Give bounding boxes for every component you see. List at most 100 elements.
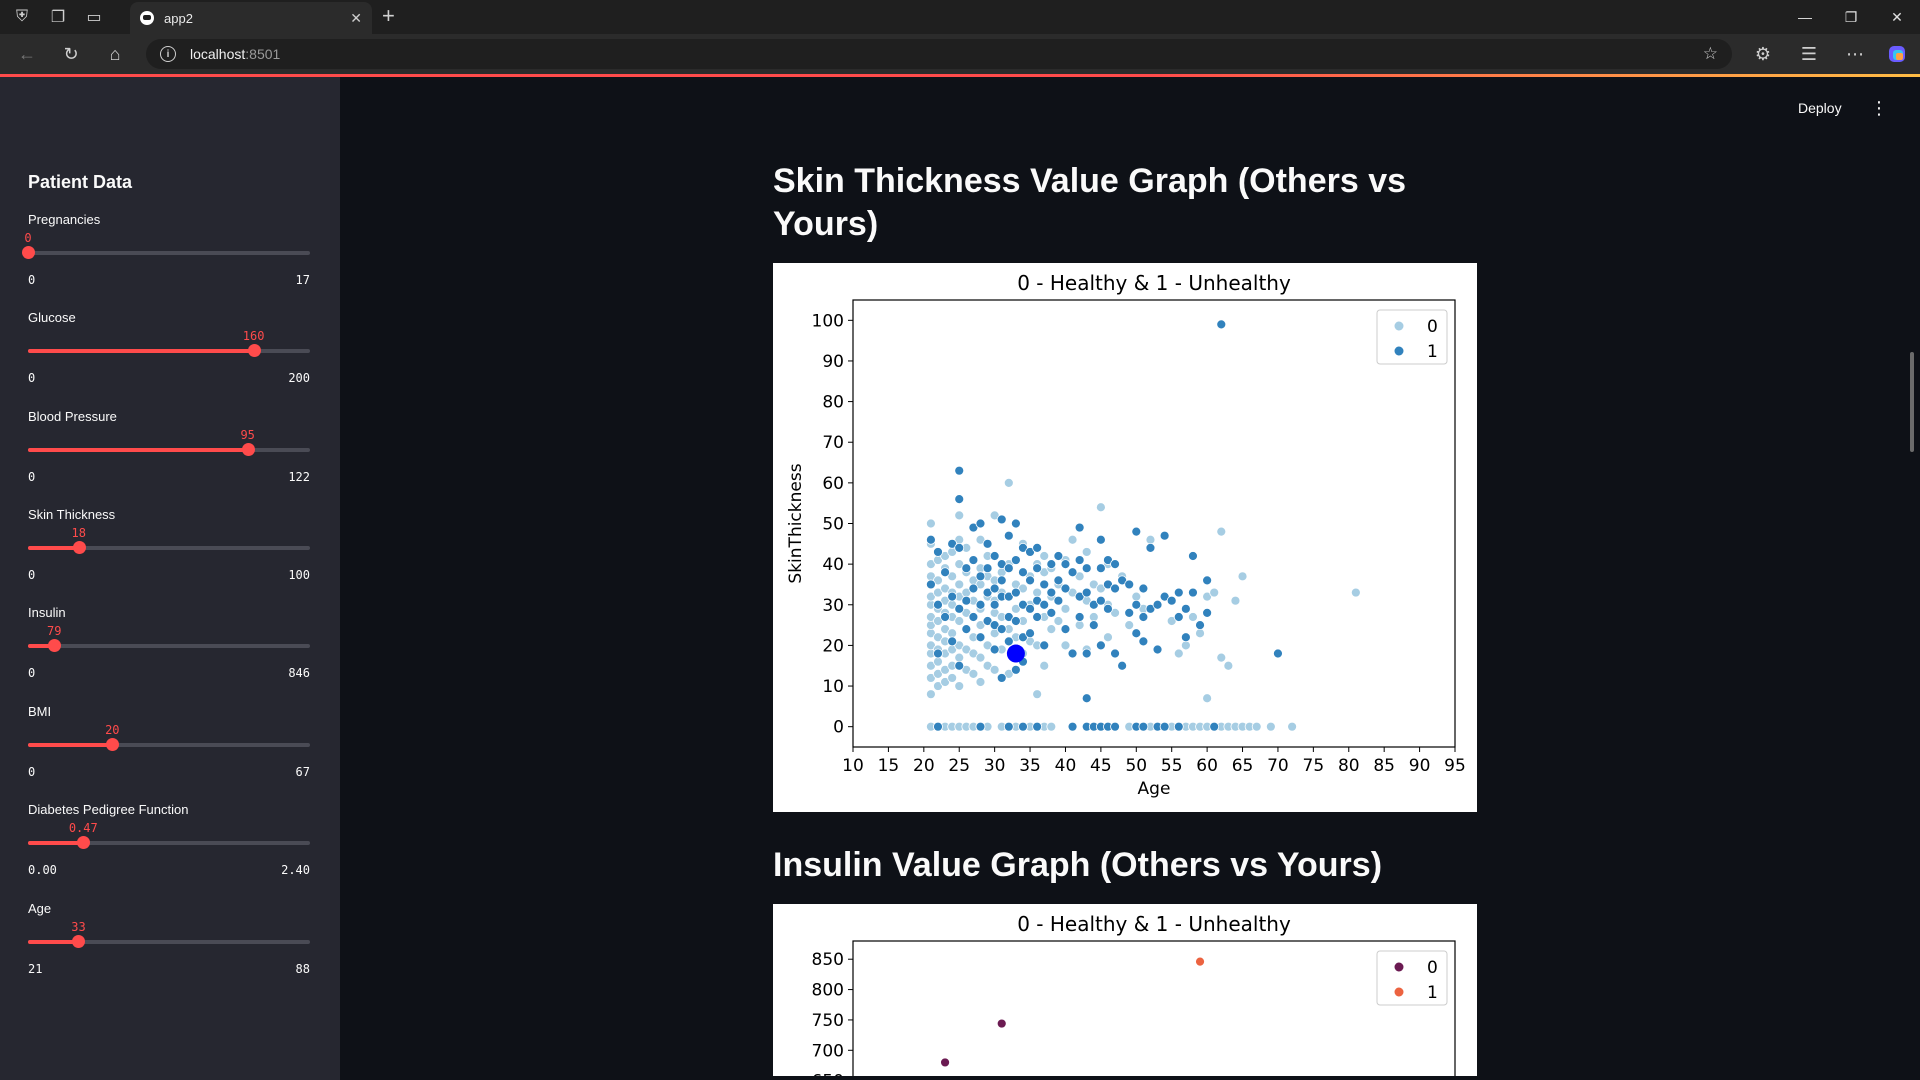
data-point-series-0 — [926, 518, 936, 529]
data-point-series-1 — [947, 591, 958, 602]
data-point-series-1 — [989, 551, 1000, 561]
data-point-series-0 — [1216, 652, 1227, 663]
slider-insulin[interactable]: Insulin 79 0 846 — [28, 605, 310, 685]
data-point-series-0 — [954, 616, 965, 626]
slider-diabetes-pedigree-function[interactable]: Diabetes Pedigree Function 0.47 0.00 2.40 — [28, 802, 310, 882]
data-point-series-1 — [1110, 648, 1120, 659]
data-point-series-1 — [954, 542, 965, 553]
slider-thumb[interactable] — [106, 738, 120, 751]
y-axis-label: SkinThickness — [786, 463, 806, 583]
slider-thumb[interactable] — [72, 541, 86, 554]
slider-track[interactable] — [28, 546, 310, 550]
legend-marker-0 — [1394, 321, 1404, 331]
legend: 01 — [1376, 309, 1448, 365]
reload-icon[interactable]: ↻ — [63, 43, 79, 64]
slider-thumb[interactable] — [247, 344, 261, 357]
browser-profile-icon[interactable]: ⛨ — [15, 8, 28, 25]
deploy-button[interactable]: Deploy — [1798, 100, 1842, 116]
slider-track[interactable] — [28, 841, 310, 845]
slider-track[interactable] — [28, 448, 310, 452]
site-info-icon[interactable]: i — [160, 46, 176, 62]
data-point-series-0 — [1081, 547, 1092, 557]
slider-thumb[interactable] — [77, 836, 91, 849]
slider-pregnancies[interactable]: Pregnancies 0 0 17 — [22, 212, 310, 292]
data-point-series-1 — [1053, 551, 1064, 561]
slider-track[interactable] — [28, 940, 310, 944]
slider-max: 67 — [295, 765, 310, 779]
slider-bmi[interactable]: BMI 20 0 67 — [28, 704, 310, 784]
data-point-series-0 — [933, 656, 943, 667]
data-point-series-1 — [1110, 559, 1120, 570]
data-point-series-1 — [1180, 632, 1191, 643]
slider-min: 0 — [28, 568, 36, 582]
data-point-series-1 — [1053, 595, 1064, 606]
data-point-series-1 — [1195, 956, 1205, 967]
browser-navbar: ← ↻ ⌂ i localhost :8501 ☆ ⚙ ☰ ⋯ — [0, 34, 1920, 74]
x-tick-label: 10 — [842, 756, 864, 776]
slider-skin-thickness[interactable]: Skin Thickness 18 0 100 — [28, 507, 310, 587]
x-tick-label: 70 — [1267, 756, 1289, 776]
slider-blood-pressure[interactable]: Blood Pressure 95 0 122 — [28, 409, 310, 489]
x-axis-label: Age — [1138, 779, 1171, 799]
back-icon[interactable]: ← — [18, 43, 36, 64]
data-point-series-1 — [1025, 603, 1035, 614]
legend-box — [1376, 309, 1448, 365]
slider-label: Skin Thickness — [28, 507, 116, 522]
more-menu-icon[interactable]: ⋯ — [1846, 43, 1864, 64]
main-menu-icon[interactable]: ⋮ — [1870, 98, 1888, 118]
close-window-icon[interactable]: ✕ — [1891, 8, 1903, 25]
x-tick-label: 45 — [1090, 756, 1112, 776]
data-point-series-1 — [1081, 587, 1092, 598]
data-point-series-1 — [1081, 648, 1092, 659]
data-point-series-1 — [968, 612, 979, 622]
restore-icon[interactable]: ❐ — [1844, 8, 1858, 25]
data-point-series-0 — [1032, 587, 1043, 598]
data-point-series-0 — [1237, 571, 1248, 582]
browser-titlebar: ⛨ ❐ ▭ app2 ✕ + — ❐ ✕ — [0, 0, 1920, 34]
data-point-series-1 — [1138, 612, 1149, 622]
slider-value: 160 — [242, 329, 265, 343]
skin-thickness-scatter-svg: 0 - Healthy & 1 - Unhealthy0102030405060… — [786, 271, 1466, 799]
data-point-series-1 — [961, 563, 972, 574]
data-point-series-1 — [933, 547, 943, 557]
slider-track[interactable] — [28, 251, 310, 255]
data-point-series-1 — [1159, 721, 1170, 732]
data-point-series-0 — [947, 673, 958, 683]
data-point-series-1 — [1039, 640, 1050, 651]
vertical-tabs-icon[interactable]: ▭ — [86, 9, 102, 26]
data-point-series-0 — [1188, 612, 1198, 622]
data-point-series-1 — [1010, 664, 1021, 675]
minimize-icon[interactable]: — — [1798, 9, 1812, 25]
extensions-icon[interactable]: ⚙ — [1754, 43, 1772, 64]
data-point-series-1 — [1209, 721, 1220, 732]
copilot-icon[interactable] — [1882, 40, 1912, 68]
x-tick-label: 65 — [1232, 756, 1254, 776]
slider-track[interactable] — [28, 743, 310, 747]
tab-close-icon[interactable]: ✕ — [350, 9, 362, 26]
data-point-series-1 — [982, 563, 993, 574]
collections-icon[interactable]: ❐ — [50, 9, 66, 26]
slider-thumb[interactable] — [22, 246, 35, 259]
favorites-icon[interactable]: ☰ — [1800, 43, 1818, 64]
slider-thumb[interactable] — [241, 443, 255, 456]
data-point-series-1 — [1032, 612, 1043, 622]
data-point-series-0 — [1230, 595, 1241, 606]
data-point-series-1 — [1180, 603, 1191, 614]
slider-thumb[interactable] — [48, 639, 62, 652]
insulin-scatter-svg: 0 - Healthy & 1 - Unhealthy 650 700 750 800 8… — [812, 912, 1456, 1076]
favorite-star-icon[interactable]: ☆ — [1702, 44, 1718, 63]
slider-track[interactable] — [28, 349, 310, 353]
slider-thumb[interactable] — [72, 935, 86, 948]
address-bar[interactable]: i localhost :8501 ☆ — [146, 39, 1732, 69]
x-tick-label: 25 — [948, 756, 970, 776]
page-scrollbar[interactable] — [1910, 352, 1914, 452]
data-point-series-1 — [1032, 542, 1043, 553]
home-icon[interactable]: ⌂ — [109, 43, 121, 64]
data-point-series-1 — [996, 673, 1007, 683]
slider-min: 0 — [28, 273, 36, 287]
slider-track[interactable] — [28, 644, 310, 648]
slider-glucose[interactable]: Glucose 160 0 200 — [28, 310, 310, 390]
new-tab-icon[interactable]: + — [382, 3, 395, 28]
slider-age[interactable]: Age 33 21 88 — [28, 901, 310, 981]
tab-app2[interactable]: app2 ✕ — [130, 2, 372, 34]
